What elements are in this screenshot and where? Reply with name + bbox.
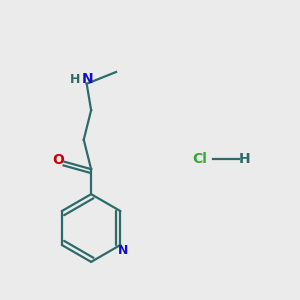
Text: H: H: [70, 73, 80, 86]
Text: N: N: [82, 72, 93, 86]
Text: N: N: [118, 244, 128, 257]
Text: Cl: Cl: [193, 152, 208, 166]
Text: O: O: [52, 153, 64, 167]
Text: H: H: [238, 152, 250, 166]
